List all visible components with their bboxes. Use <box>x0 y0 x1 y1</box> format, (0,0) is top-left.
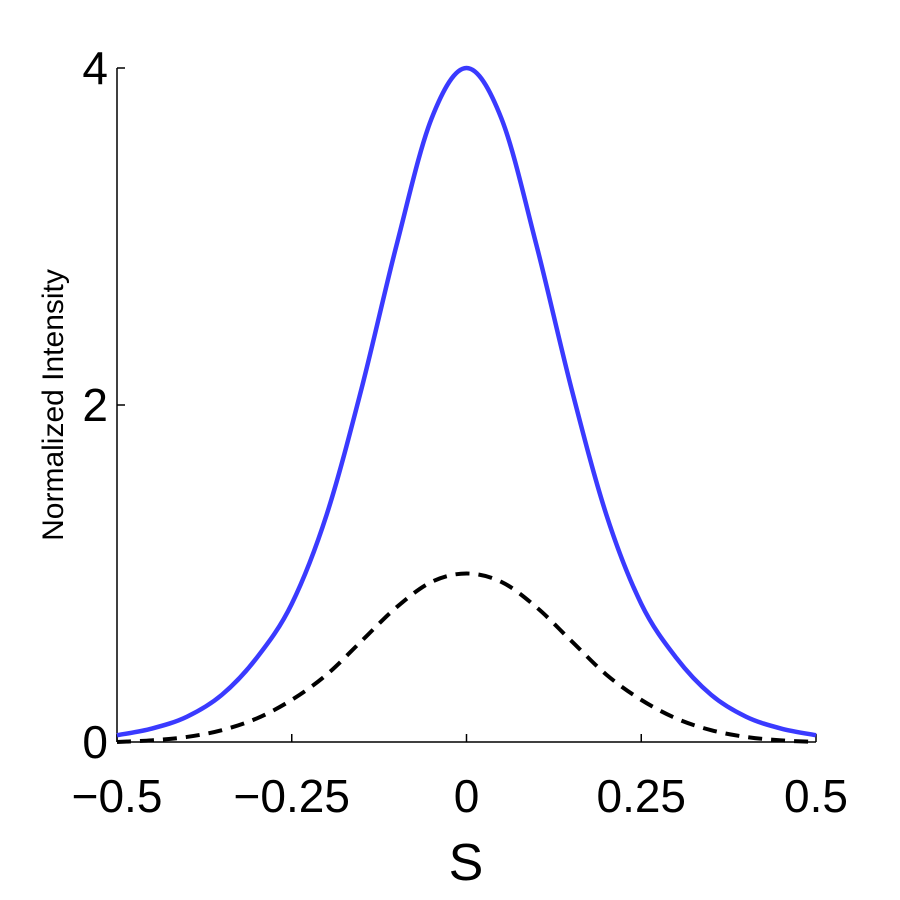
tick-labels: −0.5 −0.25 0 0.25 0.5 0 2 4 <box>72 42 848 822</box>
x-tick-label: −0.5 <box>72 770 163 822</box>
x-tick-label: 0 <box>454 770 480 822</box>
y-tick-label: 2 <box>82 379 108 431</box>
x-tick-label: 0.25 <box>596 770 686 822</box>
x-tick-label: 0.5 <box>784 770 848 822</box>
tick-marks <box>116 67 817 743</box>
series-layer <box>116 65 817 744</box>
solid-series-line <box>116 65 817 738</box>
axes <box>116 68 816 743</box>
y-axis-label: Normalized Intensity <box>37 269 70 541</box>
y-tick-label: 0 <box>82 716 108 768</box>
dashed-series-line <box>116 571 817 744</box>
x-tick-label: −0.25 <box>234 770 350 822</box>
x-axis-label: S <box>449 834 484 892</box>
y-tick-label: 4 <box>82 42 108 94</box>
